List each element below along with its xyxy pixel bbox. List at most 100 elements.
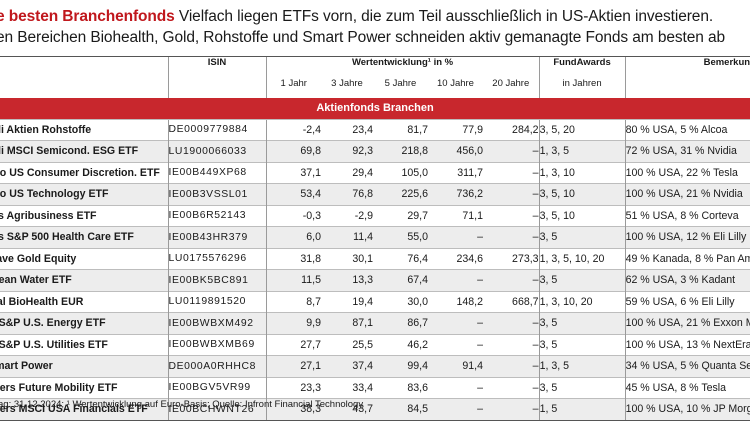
perf-3y: 11,4: [321, 226, 373, 248]
fund-name: sco US Consumer Discretion. ETF: [0, 161, 168, 184]
perf-10y: –: [428, 226, 483, 248]
perf-1y: 53,4: [265, 183, 321, 205]
perf-10y: 148,2: [428, 290, 483, 313]
headline-title: e besten Branchenfonds: [0, 8, 175, 25]
headline-subtitle: Vielfach liegen ETFs vorn, die zum Teil …: [174, 8, 714, 25]
header-20y: 20 Jahre: [492, 77, 530, 89]
remark-cell: 100 % USA, 22 % Tesla: [624, 161, 750, 184]
remark-cell: 62 % USA, 3 % Kadant: [624, 269, 750, 291]
perf-20y: –: [483, 333, 540, 356]
perf-3y: 19,4: [321, 290, 373, 313]
remark-cell: 72 % USA, 31 % Nvidia: [624, 140, 750, 162]
perf-5y: 81,7: [373, 118, 428, 141]
perf-10y: –: [428, 376, 483, 399]
perf-10y: 456,0: [428, 140, 483, 162]
perf-3y: 30,1: [321, 247, 373, 270]
remark-cell: 49 % Kanada, 8 % Pan Am: [624, 247, 750, 270]
fund-name-text: wave Gold Equity: [0, 252, 77, 265]
fund-awards: 3, 5, 20: [538, 118, 626, 141]
perf-5y: 105,0: [373, 161, 428, 184]
perf-1y: 23,3: [265, 376, 321, 399]
fund-awards: 1, 3, 5: [538, 140, 626, 162]
perf-10y: 71,1: [428, 204, 483, 227]
fund-awards: 1, 5: [538, 398, 626, 421]
perf-20y: –: [483, 140, 540, 162]
perf-5y: 84,5: [373, 398, 428, 421]
header-performance: Wertentwicklung¹ in %: [265, 57, 540, 78]
perf-5y: 76,4: [373, 247, 428, 270]
fund-table: ISIN Wertentwicklung¹ in % FundAwards Be…: [0, 57, 750, 421]
perf-1y: 8,7: [265, 290, 321, 313]
perf-10y: –: [428, 398, 483, 421]
isin-cell: DE0009779884: [167, 118, 266, 141]
fund-name: ical BioHealth EUR: [0, 290, 168, 313]
perf-1y: 27,7: [265, 333, 321, 356]
perf-1y: 11,5: [265, 269, 321, 291]
perf-5y: 99,4: [373, 355, 428, 377]
fund-awards: 3, 5: [538, 269, 626, 291]
fund-name: ckers Future Mobility ETF: [0, 376, 168, 399]
remark-cell: 59 % USA, 6 % Eli Lilly: [624, 290, 750, 313]
table-row: wave Gold Equity LU017557629631,830,176,4…: [0, 247, 750, 270]
perf-20y: –: [483, 204, 540, 227]
perf-3y: 37,4: [321, 355, 373, 377]
perf-10y: –: [428, 312, 483, 334]
perf-5y: 83,6: [373, 376, 428, 399]
perf-20y: –: [483, 398, 540, 421]
table-row: ical BioHealth EUR LU01198915208,719,430,…: [0, 290, 750, 313]
perf-20y: –: [483, 376, 540, 399]
perf-10y: 77,9: [428, 118, 483, 141]
fund-name-text: Clean Water ETF: [0, 274, 72, 287]
header-awards: FundAwards: [538, 57, 626, 78]
fund-name-text: res S&P 500 Health Care ETF: [0, 231, 134, 244]
perf-3y: 29,4: [321, 161, 373, 184]
perf-10y: –: [428, 269, 483, 291]
perf-20y: –: [483, 161, 540, 184]
isin-cell: IE00BGV5VR99: [167, 376, 266, 399]
fund-name: sco US Technology ETF: [0, 183, 168, 205]
table-row: ndi MSCI Semicond. ESG ETF LU1900066033 69…: [0, 140, 750, 162]
isin-cell: LU1900066033: [167, 140, 266, 162]
headline: e besten Branchenfonds Vielfach liegen E…: [0, 6, 750, 48]
isin-cell: IE00BWBXMB69: [167, 333, 266, 356]
header-fund: [0, 57, 168, 78]
perf-3y: 92,3: [321, 140, 373, 162]
fund-name-text: sco US Technology ETF: [0, 188, 109, 201]
remark-cell: 34 % USA, 5 % Quanta Ser: [624, 355, 750, 377]
fund-name-text: Smart Power: [0, 360, 53, 373]
section-header: Aktienfonds Branchen: [0, 98, 750, 119]
headline-line-1: e besten Branchenfonds Vielfach liegen E…: [0, 6, 750, 27]
header-3y: 3 Jahre: [331, 77, 363, 89]
fund-awards: 3, 5, 10: [538, 204, 626, 227]
remark-cell: 45 % USA, 8 % Tesla: [624, 376, 750, 399]
perf-20y: –: [483, 226, 540, 248]
fund-name: ndi MSCI Semicond. ESG ETF: [0, 140, 168, 162]
table-row: ckers Future Mobility ETF IE00BGV5VR99 23,…: [0, 376, 750, 399]
header-awards-sub: in Jahren: [538, 77, 626, 98]
fund-awards: 1, 3, 5, 10, 20: [538, 247, 626, 270]
perf-5y: 225,6: [373, 183, 428, 205]
perf-1y: -2,4: [265, 118, 321, 141]
perf-1y: 27,1: [265, 355, 321, 377]
perf-5y: 55,0: [373, 226, 428, 248]
header-isin: ISIN: [167, 57, 266, 78]
perf-3y: 43,7: [321, 398, 373, 421]
footnote: ag: 31.12.2024; ¹ Wertentwicklung auf Eu…: [0, 399, 364, 410]
isin-cell: IE00BWBXM492: [167, 312, 266, 334]
perf-10y: 311,7: [428, 161, 483, 184]
fund-name-text: R S&P U.S. Utilities ETF: [0, 338, 108, 351]
table-row: sco US Consumer Discretion. ETF IE00B449X…: [0, 161, 750, 184]
fund-name: Smart Power: [0, 355, 168, 377]
table-row: ckers MSCI USA Financials ETF IE00BCHWNT2…: [0, 398, 750, 421]
perf-3y: 33,4: [321, 376, 373, 399]
isin-cell: DE000A0RHHC8: [167, 355, 266, 377]
isin-cell: IE00B449XP68: [167, 161, 266, 184]
fund-name: wave Gold Equity: [0, 247, 168, 270]
header-1y: 1 Jahr: [265, 77, 321, 98]
table-row: ndi Aktien Rohstoffe DE0009779884-2,423,4…: [0, 118, 750, 141]
section-title: Aktienfonds Branchen: [0, 98, 750, 119]
fund-name: ndi Aktien Rohstoffe: [0, 118, 168, 141]
perf-5y: 29,7: [373, 204, 428, 227]
perf-5y: 218,8: [373, 140, 428, 162]
remark-cell: 100 % USA, 13 % NextEra: [624, 333, 750, 356]
